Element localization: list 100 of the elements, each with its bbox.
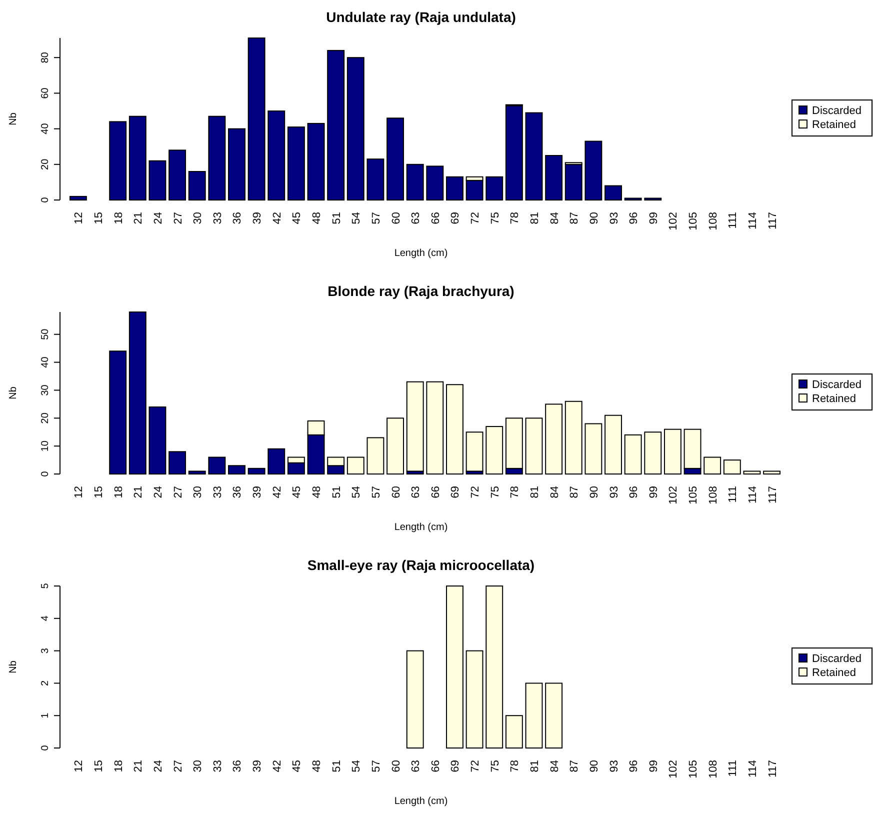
x-tick-label: 90: [588, 760, 600, 772]
x-tick-label: 63: [410, 212, 422, 224]
x-tick-label: 108: [707, 760, 720, 778]
x-tick-label: 72: [470, 486, 482, 498]
x-tick-label: 30: [192, 760, 204, 772]
bar: [248, 38, 266, 200]
x-tick-label: 108: [707, 486, 720, 504]
x-tick-label: 36: [232, 760, 244, 772]
x-tick-label: 96: [628, 212, 640, 224]
x-tick-label: 117: [766, 486, 779, 504]
x-tick-label: 54: [350, 212, 363, 224]
x-tick-label: 51: [330, 212, 343, 224]
bar: [525, 112, 543, 200]
x-tick-label: 45: [291, 212, 304, 224]
chart-title: Blonde ray (Raja brachyura): [328, 283, 514, 299]
y-tick-label: 50: [40, 328, 51, 340]
x-tick-label: 105: [688, 760, 700, 778]
bar: [208, 456, 226, 474]
x-tick-label: 69: [450, 212, 462, 224]
x-tick-label: 42: [271, 212, 284, 224]
bar: [763, 470, 781, 474]
bar: [109, 350, 127, 474]
bar: [723, 460, 741, 474]
x-tick-label: 105: [688, 486, 700, 504]
x-tick-label: 93: [608, 486, 620, 498]
legend-label: Discarded: [812, 105, 862, 117]
y-tick-label: 10: [40, 440, 51, 452]
x-tick-label: 12: [73, 486, 86, 498]
bar: [505, 105, 523, 200]
y-axis-title: Nb: [8, 112, 19, 126]
y-tick-label: 0: [40, 196, 51, 203]
bar: [564, 400, 582, 474]
x-tick-label: 81: [528, 760, 541, 772]
bar: [406, 381, 424, 472]
x-tick-label: 30: [192, 486, 204, 498]
bar: [148, 160, 166, 200]
bar: [466, 650, 484, 748]
bar: [525, 682, 543, 748]
x-tick-label: 36: [232, 486, 244, 498]
x-tick-label: 39: [252, 486, 264, 498]
chart-title: Small-eye ray (Raja microocellata): [307, 557, 535, 573]
bar: [545, 154, 563, 200]
x-tick-label: 102: [668, 212, 680, 230]
x-tick-label: 90: [588, 212, 600, 224]
x-tick-label: 60: [390, 486, 402, 498]
x-tick-label: 21: [132, 760, 145, 772]
bar: [466, 180, 484, 200]
bar: [248, 468, 266, 474]
x-tick-label: 117: [766, 760, 779, 778]
x-tick-label: 66: [430, 760, 442, 772]
bar: [128, 312, 146, 474]
y-tick-label: 0: [40, 470, 51, 477]
x-tick-label: 87: [568, 760, 581, 772]
x-tick-label: 18: [112, 212, 125, 224]
bar: [486, 586, 504, 748]
bar: [545, 682, 563, 748]
bar: [604, 414, 622, 474]
x-axis-title: Length (cm): [394, 522, 448, 533]
x-tick-label: 105: [688, 212, 700, 230]
y-tick-label: 1: [40, 712, 51, 718]
bar: [584, 140, 602, 200]
legend-label: Retained: [812, 393, 856, 405]
x-tick-label: 75: [489, 212, 502, 224]
y-axis-title: Nb: [8, 386, 19, 400]
x-tick-label: 63: [410, 760, 422, 772]
x-tick-label: 117: [766, 212, 779, 230]
x-tick-label: 78: [509, 486, 522, 498]
bar: [188, 171, 206, 200]
x-tick-label: 54: [350, 486, 363, 498]
x-tick-label: 81: [528, 486, 541, 498]
x-tick-label: 12: [73, 760, 86, 772]
x-tick-label: 27: [172, 212, 184, 224]
x-tick-label: 48: [311, 760, 324, 772]
bar: [386, 118, 404, 200]
x-tick-label: 60: [390, 760, 402, 772]
x-tick-label: 93: [608, 212, 620, 224]
bar: [446, 176, 464, 200]
x-tick-label: 114: [746, 760, 759, 778]
x-tick-label: 108: [707, 212, 720, 230]
x-tick-label: 78: [509, 212, 522, 224]
y-tick-label: 20: [40, 158, 51, 170]
bar: [644, 432, 662, 474]
bar: [406, 650, 424, 748]
bar: [346, 57, 364, 200]
x-tick-label: 87: [568, 212, 581, 224]
x-tick-label: 81: [528, 212, 541, 224]
y-tick-label: 40: [40, 122, 51, 134]
x-axis-title: Length (cm): [394, 248, 448, 259]
bar: [446, 384, 464, 474]
x-tick-label: 15: [93, 486, 106, 498]
bar: [109, 121, 127, 200]
x-tick-label: 15: [93, 212, 106, 224]
x-tick-label: 66: [430, 212, 442, 224]
x-tick-label: 39: [252, 760, 264, 772]
x-tick-label: 48: [311, 486, 324, 498]
x-axis-title: Length (cm): [394, 796, 448, 807]
bar: [466, 432, 484, 472]
x-tick-label: 87: [568, 486, 581, 498]
y-tick-label: 0: [40, 744, 51, 751]
x-tick-label: 60: [390, 212, 402, 224]
